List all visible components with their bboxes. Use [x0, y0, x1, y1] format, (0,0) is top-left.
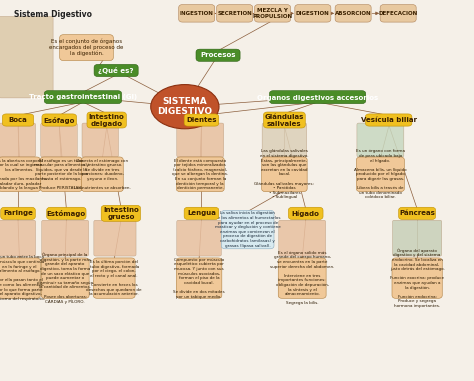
- Text: Intestino
grueso: Intestino grueso: [103, 207, 139, 220]
- FancyBboxPatch shape: [255, 5, 291, 22]
- FancyBboxPatch shape: [365, 114, 412, 126]
- Text: Intestino
delgado: Intestino delgado: [89, 114, 125, 126]
- FancyBboxPatch shape: [356, 157, 404, 192]
- Text: Procesos: Procesos: [201, 52, 236, 58]
- FancyBboxPatch shape: [262, 157, 307, 192]
- Text: SISTEMA
DIGESTIVO: SISTEMA DIGESTIVO: [157, 97, 212, 116]
- Text: Es la abertura corporal
por la cual se ingieren
los alimentos.

Formada por los : Es la abertura corporal por la cual se i…: [0, 158, 47, 190]
- Text: Sistema Digestivo: Sistema Digestivo: [14, 10, 92, 19]
- FancyBboxPatch shape: [101, 205, 140, 221]
- FancyBboxPatch shape: [399, 207, 436, 219]
- Text: Faringe: Faringe: [3, 210, 33, 216]
- FancyBboxPatch shape: [0, 123, 36, 157]
- FancyBboxPatch shape: [94, 220, 136, 256]
- Text: Conecta el estómago con
el intestino grueso.
Se divide en tres
porciones: duoden: Conecta el estómago con el intestino gru…: [74, 158, 131, 190]
- FancyBboxPatch shape: [60, 35, 113, 61]
- Text: Las glándulas salivales
en el sistema digestivo.
Estas, principalmente,
son las : Las glándulas salivales en el sistema di…: [255, 149, 314, 199]
- Text: El diente está compuesto
por tejidos mineralizados
(calcio fósforo, magnesio),
q: El diente está compuesto por tejidos min…: [172, 158, 228, 190]
- FancyBboxPatch shape: [44, 91, 121, 104]
- Text: Dientes: Dientes: [186, 117, 217, 123]
- Text: Es la última porción del
tubo digestivo, formada
por el ciego, el colon,
el rect: Es la última porción del tubo digestivo,…: [86, 260, 142, 296]
- Text: Glándulas
salivales: Glándulas salivales: [264, 114, 304, 126]
- Text: Páncreas: Páncreas: [399, 210, 435, 216]
- Text: Es un órgano con forma
de pera ubicado bajo
el hígado.

Almacena bilis, un líqui: Es un órgano con forma de pera ubicado b…: [354, 149, 407, 199]
- Ellipse shape: [151, 85, 219, 129]
- FancyBboxPatch shape: [335, 5, 371, 22]
- FancyBboxPatch shape: [41, 258, 89, 298]
- FancyBboxPatch shape: [196, 49, 240, 61]
- FancyBboxPatch shape: [176, 258, 222, 298]
- Text: ¿Qué es?: ¿Qué es?: [99, 67, 134, 74]
- Text: Es el conjunto de órganos
encargados del proceso de
la digestión.: Es el conjunto de órganos encargados del…: [49, 39, 124, 56]
- FancyBboxPatch shape: [0, 258, 40, 298]
- Text: Es el órgano sólido más
grande del cuerpo humano,
se encuentra en la parte
super: Es el órgano sólido más grande del cuerp…: [270, 251, 334, 306]
- FancyBboxPatch shape: [392, 220, 442, 256]
- Text: Lengua: Lengua: [187, 210, 216, 216]
- Text: SECRETION: SECRETION: [217, 11, 252, 16]
- FancyBboxPatch shape: [295, 5, 331, 22]
- FancyBboxPatch shape: [0, 207, 35, 219]
- Text: Órgano del aparato
digestivo y del sistema
endocrino. Se localiza en
la cavidad : Órgano del aparato digestivo y del siste…: [390, 248, 445, 308]
- Text: Hígado: Hígado: [292, 210, 319, 217]
- Text: Tracto gastrointestinal (GI): Tracto gastrointestinal (GI): [29, 94, 137, 100]
- Text: Es un tubo entre la boca
o músculo que continúa
en la faringe y el
alimento al e: Es un tubo entre la boca o músculo que c…: [0, 255, 45, 301]
- FancyBboxPatch shape: [177, 220, 221, 256]
- Text: Estómago: Estómago: [47, 210, 86, 217]
- FancyBboxPatch shape: [264, 112, 305, 128]
- Text: El esófago es un tubo
muscular para alimentos y
líquidos, que va desde la
parte : El esófago es un tubo muscular para alim…: [34, 158, 89, 190]
- Text: Vesícula biliar: Vesícula biliar: [361, 117, 417, 123]
- Text: Órgano principal de la
digestión, y la parte más
grande del aparato
digestivo, t: Órgano principal de la digestión, y la p…: [37, 253, 93, 304]
- FancyBboxPatch shape: [380, 5, 416, 22]
- FancyBboxPatch shape: [82, 157, 123, 192]
- Text: DIGESTION: DIGESTION: [296, 11, 330, 16]
- FancyBboxPatch shape: [2, 114, 34, 126]
- FancyBboxPatch shape: [40, 157, 82, 192]
- Text: La saliva inicia la digestión
de los alimentos al humectarlos
para ayudar en el : La saliva inicia la digestión de los ali…: [215, 211, 281, 248]
- FancyBboxPatch shape: [392, 258, 442, 298]
- Text: INGESTION: INGESTION: [180, 11, 214, 16]
- FancyBboxPatch shape: [288, 207, 323, 219]
- FancyBboxPatch shape: [184, 114, 219, 126]
- FancyBboxPatch shape: [0, 16, 53, 98]
- FancyBboxPatch shape: [176, 157, 224, 192]
- FancyBboxPatch shape: [179, 5, 215, 22]
- FancyBboxPatch shape: [177, 123, 224, 157]
- Text: Boca: Boca: [9, 117, 27, 123]
- FancyBboxPatch shape: [82, 123, 118, 157]
- FancyBboxPatch shape: [217, 5, 253, 22]
- FancyBboxPatch shape: [87, 112, 126, 128]
- FancyBboxPatch shape: [0, 220, 36, 256]
- FancyBboxPatch shape: [184, 207, 219, 219]
- Text: Esófago: Esófago: [44, 117, 75, 123]
- FancyBboxPatch shape: [41, 123, 77, 157]
- Text: MEZCLA Y
PROPULSION: MEZCLA Y PROPULSION: [253, 8, 292, 19]
- FancyBboxPatch shape: [94, 64, 138, 77]
- FancyBboxPatch shape: [42, 114, 76, 126]
- FancyBboxPatch shape: [42, 220, 89, 256]
- FancyBboxPatch shape: [0, 157, 40, 192]
- FancyBboxPatch shape: [357, 123, 404, 157]
- Text: DEFECACION: DEFECACION: [379, 11, 418, 16]
- FancyBboxPatch shape: [269, 91, 366, 104]
- FancyBboxPatch shape: [93, 258, 135, 298]
- Text: Compuesto por músculo
esquelético cubierta por
mucosa. Y junto con sus
músculos : Compuesto por músculo esquelético cubier…: [173, 258, 225, 299]
- Text: ABSORCION: ABSORCION: [335, 11, 372, 16]
- FancyBboxPatch shape: [262, 123, 307, 157]
- FancyBboxPatch shape: [279, 220, 326, 256]
- Text: Órganos digestivos accesorios: Órganos digestivos accesorios: [257, 93, 378, 101]
- FancyBboxPatch shape: [221, 210, 274, 249]
- FancyBboxPatch shape: [278, 258, 326, 298]
- FancyBboxPatch shape: [46, 207, 86, 219]
